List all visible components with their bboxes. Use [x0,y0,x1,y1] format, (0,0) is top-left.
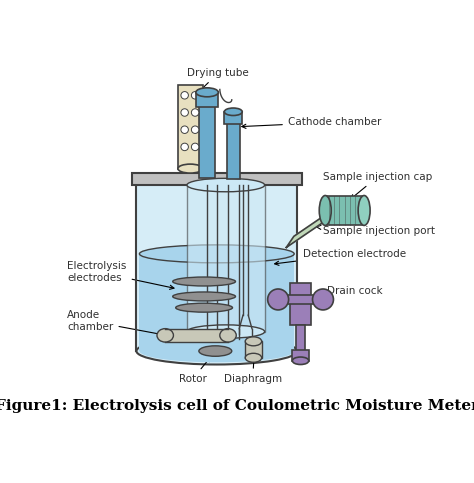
Ellipse shape [220,328,236,342]
Ellipse shape [245,353,262,362]
Bar [245,341,262,358]
Ellipse shape [157,328,173,342]
Ellipse shape [199,346,232,356]
Ellipse shape [139,340,294,362]
Bar [224,112,242,124]
Ellipse shape [178,164,202,173]
Ellipse shape [181,143,188,151]
Ellipse shape [191,126,199,133]
Ellipse shape [173,292,236,301]
Ellipse shape [139,245,294,263]
Ellipse shape [268,289,289,310]
Ellipse shape [173,277,236,286]
Text: Drying tube: Drying tube [187,68,249,97]
Ellipse shape [176,303,233,312]
Text: Rotor: Rotor [179,357,210,384]
Text: Anode
chamber: Anode chamber [67,311,166,337]
Ellipse shape [191,109,199,116]
Text: Sample injection cap: Sample injection cap [323,172,432,199]
Bar [137,179,297,351]
Ellipse shape [187,178,264,192]
Bar [278,295,323,304]
Bar [292,350,309,361]
Bar [325,196,364,226]
Bar [227,122,240,179]
Ellipse shape [187,325,264,338]
Text: Sample injection port: Sample injection port [317,225,435,236]
Bar [132,173,301,185]
Bar [296,325,305,353]
Ellipse shape [245,337,262,346]
Ellipse shape [319,196,331,226]
Bar [139,254,294,351]
Bar [290,283,311,325]
Ellipse shape [196,88,219,97]
Bar [165,328,228,342]
Text: Diaphragm: Diaphragm [224,358,282,384]
Ellipse shape [181,126,188,133]
Ellipse shape [137,338,297,365]
Ellipse shape [224,108,242,115]
Bar [199,104,215,178]
Text: Electrolysis
electrodes: Electrolysis electrodes [67,261,174,289]
Polygon shape [286,213,329,247]
Ellipse shape [181,109,188,116]
Text: Detection electrode: Detection electrode [274,249,406,265]
Bar [178,85,202,169]
Bar [196,92,219,107]
Bar [187,185,264,332]
Ellipse shape [358,196,370,226]
Ellipse shape [181,92,188,99]
Text: Drain cock: Drain cock [318,286,383,299]
Text: Cathode chamber: Cathode chamber [242,117,381,128]
Ellipse shape [191,143,199,151]
Ellipse shape [292,357,309,365]
Text: Figure1: Electrolysis cell of Coulometric Moisture Meter: Figure1: Electrolysis cell of Coulometri… [0,399,474,413]
Ellipse shape [312,289,334,310]
Ellipse shape [191,92,199,99]
